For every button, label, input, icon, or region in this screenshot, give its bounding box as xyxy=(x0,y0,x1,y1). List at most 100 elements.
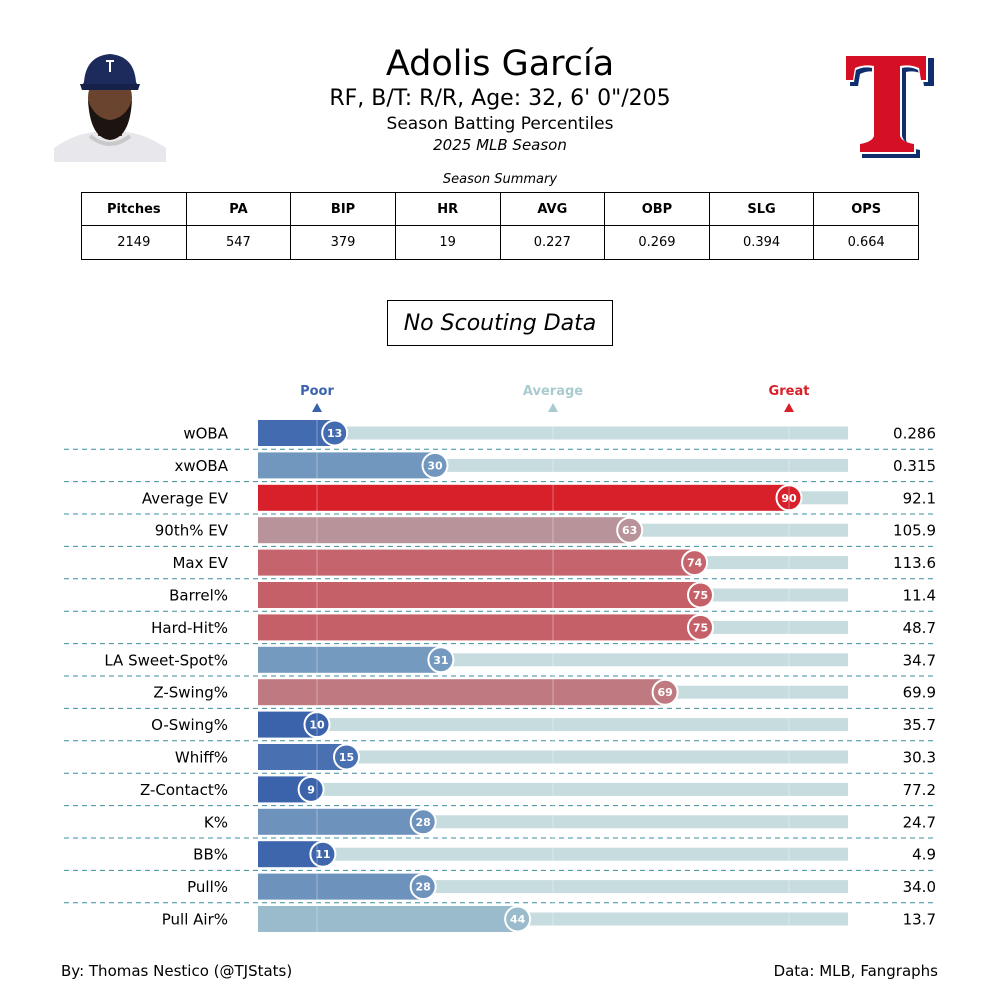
percentile-bar xyxy=(258,484,789,511)
metric-value: 24.7 xyxy=(903,813,936,831)
metric-label: K% xyxy=(204,813,228,831)
summary-table: Pitches PA BIP HR AVG OBP SLG OPS 2149 5… xyxy=(81,192,919,260)
percentile-marker xyxy=(303,711,331,739)
season-label: 2025 MLB Season xyxy=(433,136,567,154)
percentile-marker xyxy=(687,581,714,609)
percentile-label: 15 xyxy=(339,751,354,764)
summary-value-cell: 0.227 xyxy=(499,225,606,260)
percentile-marker xyxy=(775,484,803,512)
percentile-bar xyxy=(258,549,695,576)
metric-value: 0.315 xyxy=(893,457,936,475)
metric-value: 4.9 xyxy=(912,846,936,864)
player-name: Adolis García xyxy=(385,44,615,84)
percentile-label: 44 xyxy=(510,913,526,926)
percentile-label: 63 xyxy=(622,524,637,537)
percentile-label: 13 xyxy=(327,427,342,440)
summary-header-cell: Pitches xyxy=(81,192,187,226)
footer-credit: By: Thomas Nestico (@TJStats) xyxy=(61,962,293,980)
summary-header-cell: HR xyxy=(394,192,501,226)
metric-value: 48.7 xyxy=(903,619,936,637)
metric-label: Z-Contact% xyxy=(140,781,228,799)
percentile-label: 74 xyxy=(687,557,703,570)
percentile-marker xyxy=(297,775,325,803)
metric-label: Z-Swing% xyxy=(153,684,228,702)
metric-value: 34.0 xyxy=(903,878,936,896)
metric-label: BB% xyxy=(193,846,228,864)
summary-value-cell: 19 xyxy=(394,225,501,260)
percentile-label: 69 xyxy=(657,686,672,699)
percentile-label: 30 xyxy=(427,459,443,472)
percentile-label: 31 xyxy=(433,654,448,667)
metric-value: 0.286 xyxy=(893,425,936,443)
metric-label: Whiff% xyxy=(175,749,228,767)
metric-value: 69.9 xyxy=(903,684,936,702)
summary-header-row: Pitches PA BIP HR AVG OBP SLG OPS xyxy=(81,192,919,226)
scale-label: Great xyxy=(769,384,810,399)
percentile-marker xyxy=(409,808,437,836)
summary-header-cell: OBP xyxy=(604,192,710,226)
metric-value: 77.2 xyxy=(903,781,936,799)
scouting-box: No Scouting Data xyxy=(387,300,613,346)
metric-label: Average EV xyxy=(142,489,229,507)
metric-label: Pull% xyxy=(187,878,228,896)
scale-arrow xyxy=(784,403,794,412)
track-bar xyxy=(258,426,848,440)
track-bar xyxy=(258,847,848,861)
summary-header-cell: SLG xyxy=(708,192,815,226)
summary-value-cell: 379 xyxy=(290,225,396,260)
summary-header-cell: PA xyxy=(185,192,292,226)
metric-value: 30.3 xyxy=(903,749,936,767)
percentile-label: 75 xyxy=(693,589,708,602)
summary-value-cell: 0.394 xyxy=(708,225,815,260)
percentile-bar xyxy=(258,679,666,706)
metric-value: 105.9 xyxy=(893,522,936,540)
percentile-label: 28 xyxy=(416,881,431,894)
percentile-marker xyxy=(504,905,532,933)
track-bar xyxy=(258,750,848,764)
summary-header-cell: BIP xyxy=(290,192,396,226)
percentile-bar xyxy=(258,646,441,673)
percentile-bar xyxy=(258,517,630,544)
chart-subtitle: Season Batting Percentiles xyxy=(386,114,614,134)
metric-value: 34.7 xyxy=(903,651,936,669)
summary-value-cell: 0.269 xyxy=(604,225,710,260)
percentile-marker xyxy=(687,613,714,641)
metric-label: wOBA xyxy=(183,425,228,443)
percentile-bar xyxy=(258,452,435,479)
metric-label: Max EV xyxy=(172,554,228,572)
scale-label: Poor xyxy=(300,384,334,399)
percentile-label: 9 xyxy=(307,783,315,796)
percentile-chart: Poor Average Great wOBA 0.286 13 xwOBA 0.315 30 A… xyxy=(64,384,936,933)
player-bio: RF, B/T: R/R, Age: 32, 6' 0"/205 xyxy=(329,86,671,111)
summary-value-cell: 2149 xyxy=(81,225,187,260)
percentile-marker xyxy=(421,451,449,479)
percentile-marker xyxy=(681,549,709,577)
metric-label: O-Swing% xyxy=(151,716,228,734)
metric-value: 35.7 xyxy=(903,716,936,734)
percentile-marker xyxy=(427,646,455,674)
scale-arrow xyxy=(548,403,558,412)
percentile-marker xyxy=(651,678,679,706)
percentile-bar xyxy=(258,614,701,641)
percentile-label: 75 xyxy=(693,621,708,634)
track-bar xyxy=(258,782,848,796)
summary-title: Season Summary xyxy=(442,172,558,187)
metric-label: Barrel% xyxy=(169,587,228,605)
metric-value: 13.7 xyxy=(903,911,936,929)
percentile-label: 11 xyxy=(315,848,330,861)
percentile-label: 28 xyxy=(416,816,431,829)
metric-value: 11.4 xyxy=(903,587,936,605)
percentile-bar xyxy=(258,873,424,900)
percentile-bar xyxy=(258,906,518,932)
track-bar xyxy=(258,718,848,732)
metric-label: LA Sweet-Spot% xyxy=(104,651,228,669)
footer-source: Data: MLB, Fangraphs xyxy=(773,962,938,980)
percentile-marker xyxy=(616,516,644,544)
percentile-bar xyxy=(258,808,424,835)
summary-value-cell: 547 xyxy=(185,225,292,260)
team-logo xyxy=(844,54,934,158)
player-photo xyxy=(54,54,166,162)
percentile-marker xyxy=(309,840,337,868)
metric-value: 92.1 xyxy=(903,489,936,507)
summary-header-cell: OPS xyxy=(813,192,919,226)
